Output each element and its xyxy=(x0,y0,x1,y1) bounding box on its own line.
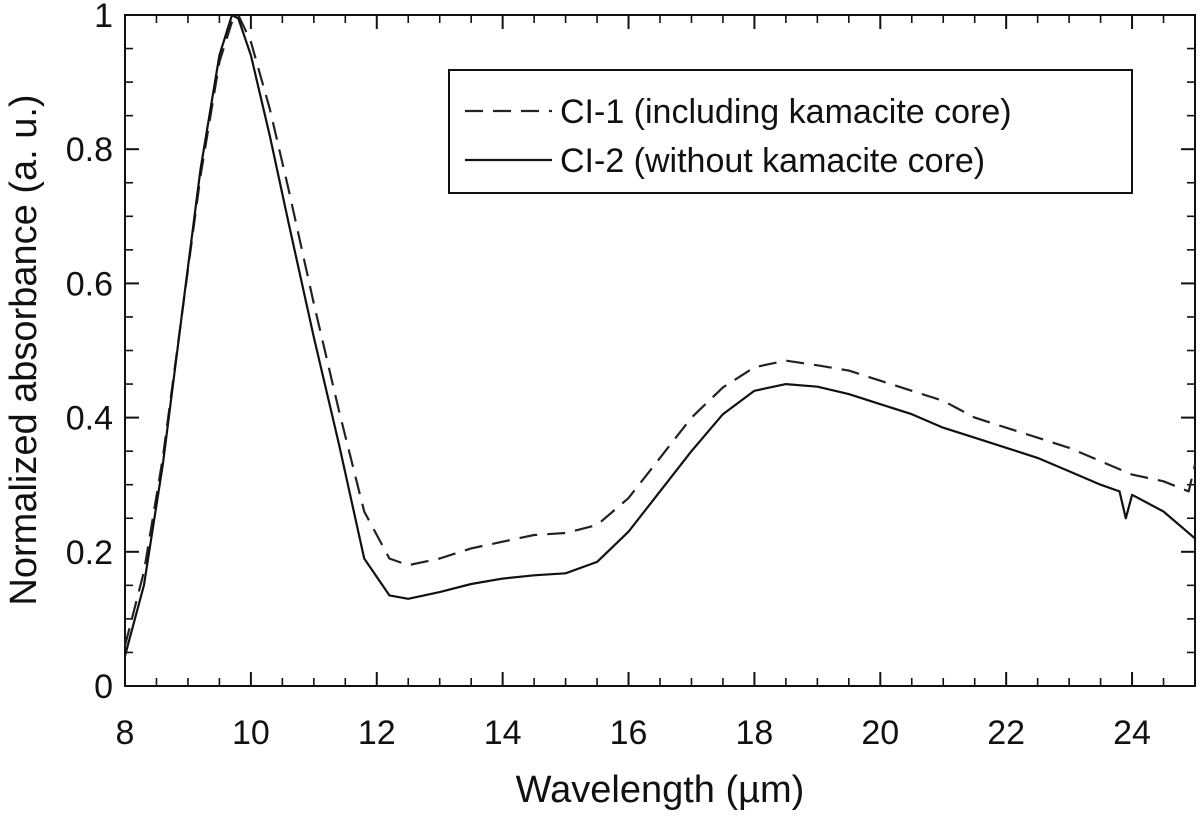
series-line-2 xyxy=(123,13,1197,657)
x-tick-label: 10 xyxy=(232,714,270,752)
x-tick-label: 24 xyxy=(1113,714,1151,752)
x-tick-label: 12 xyxy=(358,714,396,752)
y-tick-label: 0 xyxy=(94,668,113,706)
x-tick-label: 8 xyxy=(116,714,135,752)
x-tick-label: 18 xyxy=(735,714,773,752)
axis-ticks: 8 10 12 14 16 18 20 22 24 0 0.2 0.4 0.6 0.8 1 xyxy=(66,0,1196,752)
x-tick-label: 22 xyxy=(987,714,1025,752)
x-tick-label: 16 xyxy=(610,714,648,752)
series-layer xyxy=(123,13,1197,657)
y-tick-label: 1 xyxy=(94,0,113,35)
legend: CI-1 (including kamacite core) CI-2 (wit… xyxy=(448,69,1133,194)
legend-box xyxy=(448,69,1133,194)
legend-entry-ci-2: CI-2 (without kamacite core) xyxy=(560,142,985,180)
y-axis-title: Normalized absorbance (a. u.) xyxy=(3,94,45,605)
series-line-1 xyxy=(123,13,1197,646)
x-axis-title: Wavelength (µm) xyxy=(516,769,805,811)
y-tick-label: 0.2 xyxy=(66,534,113,572)
x-tick-label: 14 xyxy=(484,714,522,752)
x-tick-label: 20 xyxy=(861,714,899,752)
y-tick-label: 0.8 xyxy=(66,131,113,169)
legend-entry-ci-1: CI-1 (including kamacite core) xyxy=(560,93,1012,131)
y-tick-label: 0.4 xyxy=(66,400,113,438)
y-tick-label: 0.6 xyxy=(66,265,113,303)
